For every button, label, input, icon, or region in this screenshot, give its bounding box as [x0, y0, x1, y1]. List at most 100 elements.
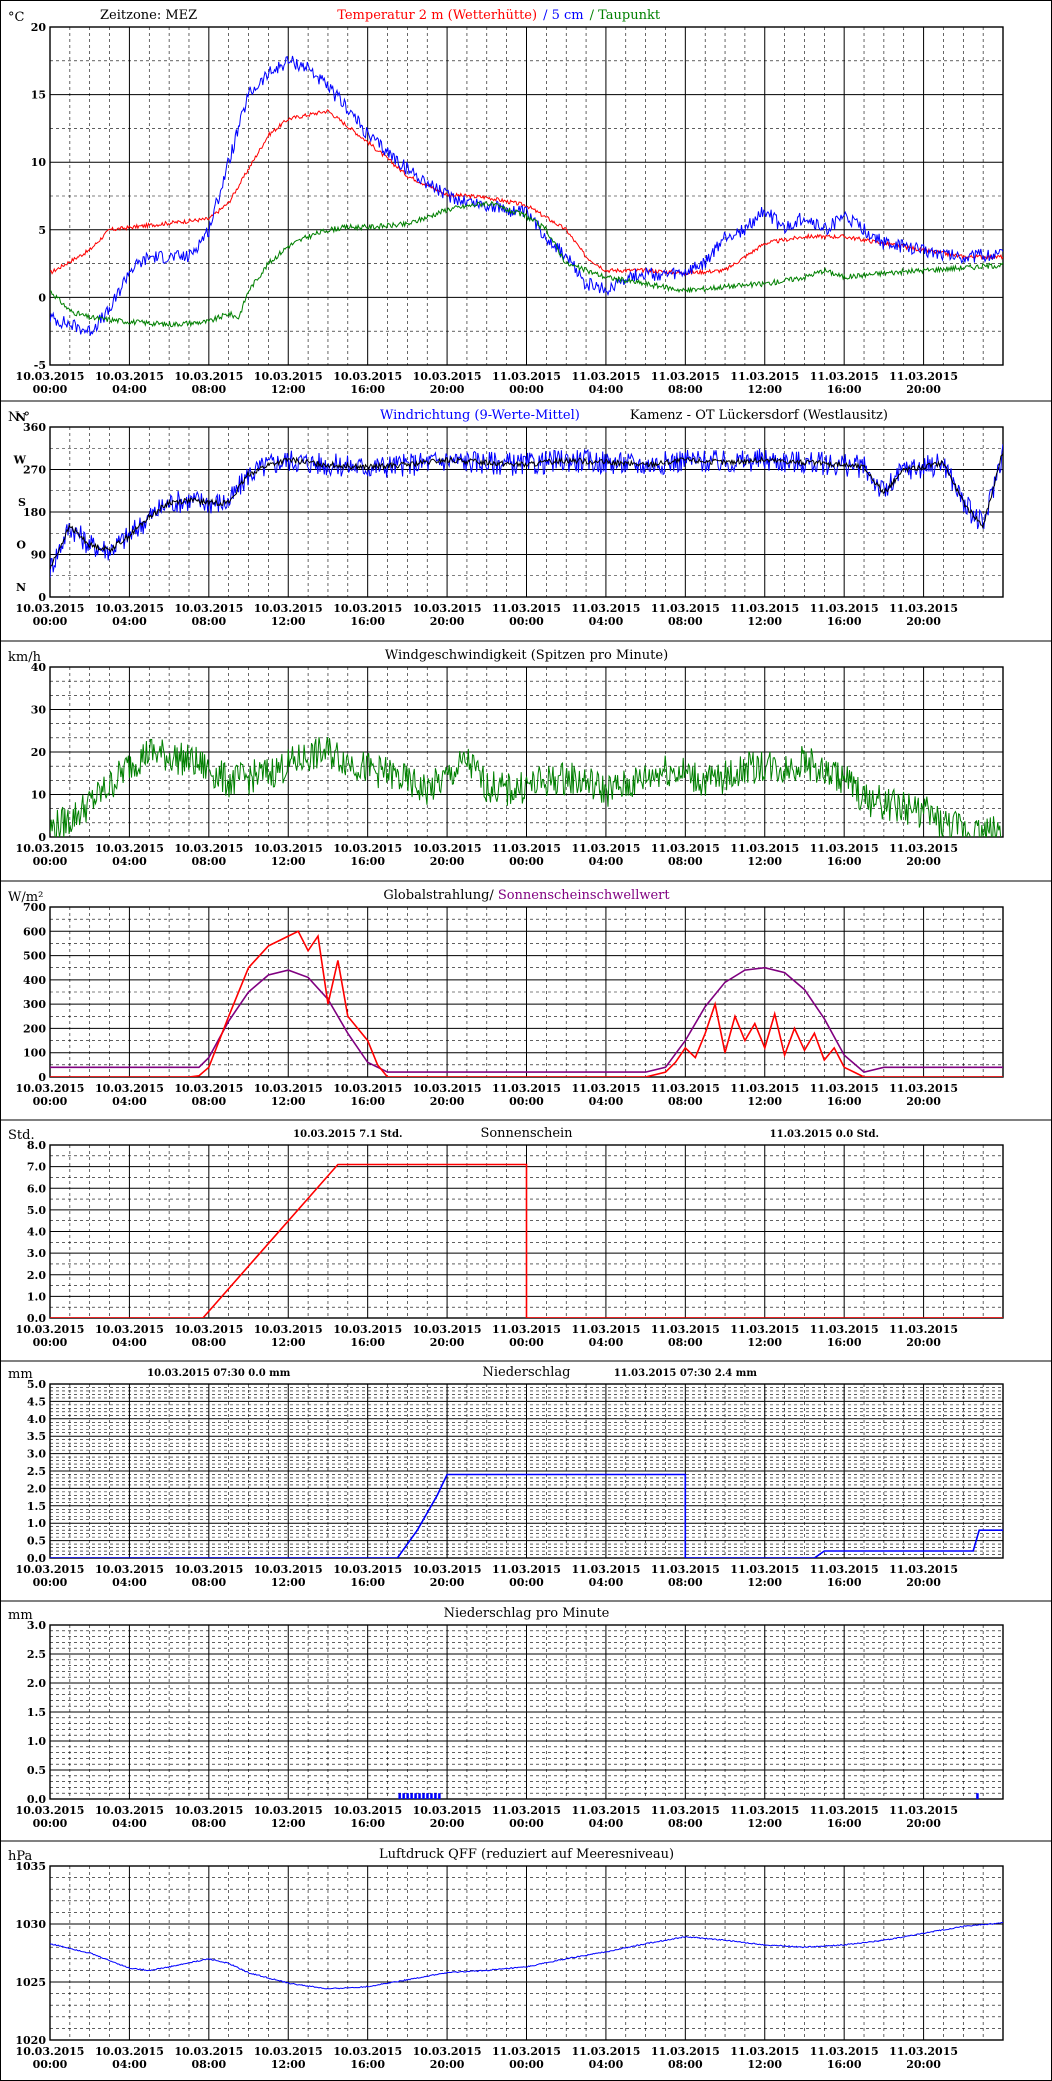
x-tick-time: 20:00 — [430, 615, 465, 628]
y-tick-label: 0.0 — [27, 1552, 46, 1565]
x-tick-time: 16:00 — [350, 1576, 385, 1589]
unit-label: km/h — [8, 650, 42, 665]
x-tick-time: 04:00 — [112, 2058, 147, 2071]
y-tick-label: 5 — [38, 224, 46, 237]
x-tick-date: 10.03.2015 — [254, 1563, 323, 1576]
y-tick-label: 2.0 — [27, 1482, 46, 1495]
chart-panel-6: 0.0 0.5 1.0 1.5 2.0 2.5 3.0 3.5 4.0 4.5 5.0mm Niede… — [8, 1365, 1004, 1589]
x-tick-date: 10.03.2015 — [254, 602, 323, 615]
x-tick-date: 10.03.2015 — [254, 1082, 323, 1095]
y-tick-label: 600 — [23, 925, 46, 938]
x-tick-date: 11.03.2015 — [571, 1323, 640, 1336]
unit-label: mm — [8, 1608, 33, 1623]
x-tick-date: 10.03.2015 — [333, 1082, 402, 1095]
y-tick-label: 500 — [23, 950, 46, 963]
precip-bar — [398, 1793, 401, 1799]
y-tick-label: 400 — [23, 974, 46, 987]
x-tick-date: 11.03.2015 — [889, 602, 958, 615]
x-tick-date: 11.03.2015 — [492, 1082, 561, 1095]
x-tick-date: 11.03.2015 — [492, 842, 561, 855]
x-tick-date: 10.03.2015 — [254, 1323, 323, 1336]
x-tick-time: 04:00 — [589, 1336, 624, 1349]
x-tick-date: 10.03.2015 — [254, 842, 323, 855]
x-tick-time: 12:00 — [271, 383, 306, 396]
y-tick-label: 700 — [23, 901, 46, 914]
plot-frame — [49, 26, 1004, 366]
x-tick-date: 10.03.2015 — [95, 1563, 164, 1576]
chart-title: Windgeschwindigkeit (Spitzen pro Minute) — [385, 648, 668, 663]
x-tick-time: 12:00 — [747, 1336, 782, 1349]
x-tick-date: 10.03.2015 — [413, 370, 482, 383]
x-tick-time: 04:00 — [589, 1576, 624, 1589]
series-line — [50, 930, 1003, 1077]
x-tick-date: 11.03.2015 — [889, 842, 958, 855]
compass-label: N — [16, 411, 26, 424]
x-tick-time: 12:00 — [747, 855, 782, 868]
title-part: Windgeschwindigkeit (Spitzen pro Minute) — [385, 648, 668, 663]
x-tick-date: 11.03.2015 — [492, 2045, 561, 2058]
chart-panel-7: 0.0 0.5 1.0 1.5 2.0 2.5 3.0mm Niederschlag pro … — [8, 1606, 1004, 1830]
series-line — [50, 452, 1003, 570]
x-tick-time: 16:00 — [827, 855, 862, 868]
x-tick-date: 10.03.2015 — [95, 370, 164, 383]
x-tick-time: 08:00 — [668, 383, 703, 396]
header-total: 10.03.2015 7.1 Std. — [293, 1129, 402, 1140]
x-tick-time: 08:00 — [191, 383, 226, 396]
x-tick-time: 00:00 — [33, 2058, 68, 2071]
title-part: Niederschlag pro Minute — [444, 1606, 610, 1621]
x-tick-time: 00:00 — [33, 1336, 68, 1349]
x-tick-date: 11.03.2015 — [651, 1323, 720, 1336]
x-tick-date: 11.03.2015 — [651, 1563, 720, 1576]
y-tick-label: 40 — [31, 661, 47, 674]
y-tick-label: 4.0 — [27, 1413, 46, 1426]
x-tick-time: 12:00 — [271, 2058, 306, 2071]
y-tick-label: -5 — [34, 359, 46, 372]
x-tick-time: 20:00 — [430, 383, 465, 396]
title-part: Luftdruck QFF (reduziert auf Meeresnivea… — [379, 1847, 674, 1862]
x-tick-time: 08:00 — [191, 855, 226, 868]
x-tick-time: 00:00 — [509, 2058, 544, 2071]
x-tick-time: 20:00 — [906, 2058, 941, 2071]
x-tick-time: 20:00 — [430, 1336, 465, 1349]
x-tick-date: 11.03.2015 — [571, 1563, 640, 1576]
y-tick-label: 5.0 — [27, 1204, 46, 1217]
title-part: / 5 cm — [543, 8, 584, 23]
plot-frame — [49, 1624, 1004, 1800]
x-tick-date: 10.03.2015 — [95, 842, 164, 855]
x-tick-time: 16:00 — [827, 383, 862, 396]
x-tick-time: 20:00 — [906, 855, 941, 868]
x-tick-date: 10.03.2015 — [174, 1323, 243, 1336]
x-tick-time: 00:00 — [33, 615, 68, 628]
x-tick-date: 10.03.2015 — [16, 1563, 85, 1576]
x-tick-date: 11.03.2015 — [571, 1804, 640, 1817]
chart-panel-1: -5 0 5 10 15 20 °C Zeitzone: MEZ Temperatur 2 m … — [8, 8, 1004, 396]
x-tick-date: 10.03.2015 — [413, 2045, 482, 2058]
x-tick-date: 10.03.2015 — [95, 602, 164, 615]
x-tick-date: 10.03.2015 — [16, 602, 85, 615]
x-tick-date: 11.03.2015 — [651, 602, 720, 615]
y-tick-label: 30 — [31, 704, 47, 717]
x-tick-time: 04:00 — [112, 1817, 147, 1830]
y-tick-label: 7.0 — [27, 1161, 46, 1174]
x-tick-date: 10.03.2015 — [413, 1563, 482, 1576]
unit-label: hPa — [8, 1849, 33, 1864]
x-tick-date: 10.03.2015 — [174, 370, 243, 383]
x-tick-date: 10.03.2015 — [333, 1563, 402, 1576]
x-tick-date: 10.03.2015 — [174, 2045, 243, 2058]
y-tick-label: 2.5 — [27, 1465, 46, 1478]
title-part: Windrichtung (9-Werte-Mittel) — [380, 408, 580, 423]
x-tick-date: 11.03.2015 — [651, 842, 720, 855]
y-tick-label: 6.0 — [27, 1182, 46, 1195]
x-tick-time: 20:00 — [430, 2058, 465, 2071]
x-tick-date: 11.03.2015 — [730, 2045, 799, 2058]
x-tick-time: 12:00 — [747, 2058, 782, 2071]
x-tick-date: 10.03.2015 — [16, 1323, 85, 1336]
x-tick-time: 00:00 — [33, 383, 68, 396]
x-tick-time: 08:00 — [191, 1336, 226, 1349]
y-tick-label: 0.5 — [27, 1535, 46, 1548]
chart-title: Zeitzone: MEZ Temperatur 2 m (Wetterhütte… — [100, 8, 661, 23]
x-tick-date: 10.03.2015 — [16, 1804, 85, 1817]
x-tick-date: 11.03.2015 — [810, 602, 879, 615]
